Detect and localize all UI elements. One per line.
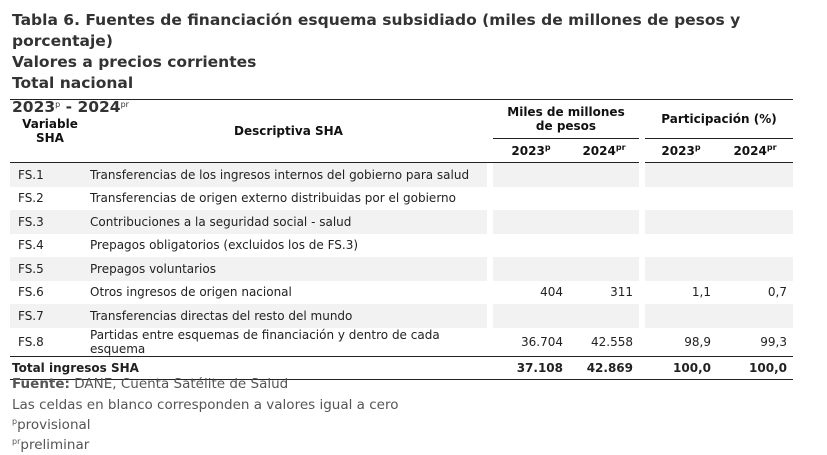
sup: p [544,143,551,152]
row-p2023 [645,257,717,281]
y: 2024 [582,144,616,158]
row-code: FS.7 [10,304,90,328]
row-description: Transferencias directas del resto del mu… [90,304,487,328]
row-m2023: 404 [540,285,563,300]
total-m2024: 42.869 [569,355,639,380]
row-m2024 [569,257,639,281]
row-m2023 [493,257,569,281]
row-p2024 [717,304,793,328]
header-m2024: 2024pr [569,138,639,163]
total-row: Total ingresos SHA 37.108 42.869 100,0 1… [10,355,793,380]
row-m2024 [569,210,639,234]
row-code: FS.6 [18,285,44,300]
table-row: FS.5 Prepagos voluntarios [10,257,793,281]
row-m2023 [493,162,569,187]
row-m2024 [569,162,639,187]
table-row: FS.2 Transferencias de origen externo dis… [10,186,793,211]
sup: pr [615,143,626,152]
row-m2024 [569,304,639,328]
header-p2023: 2023p [645,138,717,163]
row-description: Prepagos obligatorios (excluidos los de … [90,238,359,253]
table-row: FS.1 Transferencias de los ingresos inter… [10,162,793,187]
row-description: Contribuciones a la seguridad social - s… [90,210,487,234]
table-row: FS.6 Otros ingresos de origen nacional 404… [10,280,793,304]
sup: pr [12,437,21,446]
row-p2023 [645,187,717,211]
row-m2024: 311 [610,285,633,300]
row-p2023 [645,210,717,234]
header-miles: Miles de millones de pesos [493,99,639,139]
row-code: FS.3 [10,210,90,234]
text: provisional [17,417,91,433]
total-m2023: 37.108 [493,355,569,380]
header-m2023: 2023p [493,138,569,163]
row-description: Transferencias de origen externo distrib… [90,191,456,206]
title-line-1: Tabla 6. Fuentes de financiación esquema… [12,11,741,50]
total-p2023: 100,0 [645,355,717,380]
row-p2024: 99,3 [760,334,787,349]
row-description: Partidas entre esquemas de financiación … [90,327,440,356]
row-m2023 [493,187,569,211]
row-code: FS.1 [10,162,90,187]
title-line-3: Total nacional [12,74,134,92]
header-participacion: Participación (%) [645,99,793,139]
row-code: FS.5 [10,257,90,281]
row-p2024 [717,187,793,211]
footer-provisional: pprovisional [12,417,91,433]
row-m2024 [569,234,639,258]
row-p2024 [717,257,793,281]
table-row: FS.4 Prepagos obligatorios (excluidos los… [10,233,793,258]
source-text: DANE, Cuenta Satélite de Salud [69,376,289,392]
header-descriptiva: Descriptiva SHA [90,99,487,163]
sup: pr [766,143,777,152]
row-code: FS.4 [18,238,44,253]
sup: p [12,417,18,426]
row-m2024 [569,187,639,211]
footer-preliminar: prpreliminar [12,437,89,453]
row-m2023 [493,234,569,258]
row-m2023 [493,304,569,328]
row-p2023: 98,9 [684,334,711,349]
row-p2023: 1,1 [691,285,711,300]
header-p2024: 2024pr [717,138,793,163]
source-label: Fuente: [12,376,70,392]
row-m2024: 42.558 [591,334,633,349]
y: 2024 [733,144,767,158]
row-p2023 [645,234,717,258]
row-p2024: 0,7 [767,285,787,300]
row-description: Transferencias de los ingresos internos … [90,162,487,187]
total-p2024: 100,0 [717,355,793,380]
row-p2024 [717,210,793,234]
row-description: Prepagos voluntarios [90,257,487,281]
row-description: Otros ingresos de origen nacional [90,285,292,300]
row-code: FS.2 [18,191,44,206]
table-row: FS.7 Transferencias directas del resto de… [10,304,793,328]
row-p2024 [717,234,793,258]
table-row: FS.3 Contribuciones a la seguridad social… [10,210,793,234]
y: 2023 [661,144,695,158]
row-code: FS.8 [18,334,44,349]
row-m2023 [493,210,569,234]
footer-note: Las celdas en blanco corresponden a valo… [12,397,399,413]
data-table: Variable SHA Descriptiva SHA Miles de mi… [10,99,793,380]
title-line-2: Valores a precios corrientes [12,53,257,71]
text: preliminar [20,437,90,453]
sup: p [694,143,701,152]
header-variable: Variable SHA [10,99,90,163]
row-p2024 [717,162,793,187]
footer-source: Fuente: DANE, Cuenta Satélite de Salud [12,376,288,392]
row-p2023 [645,304,717,328]
row-p2023 [645,162,717,187]
total-label: Total ingresos SHA [10,355,493,380]
row-m2023: 36.704 [521,334,563,349]
table-row: FS.8 Partidas entre esquemas de financiac… [10,327,793,356]
y: 2023 [511,144,545,158]
